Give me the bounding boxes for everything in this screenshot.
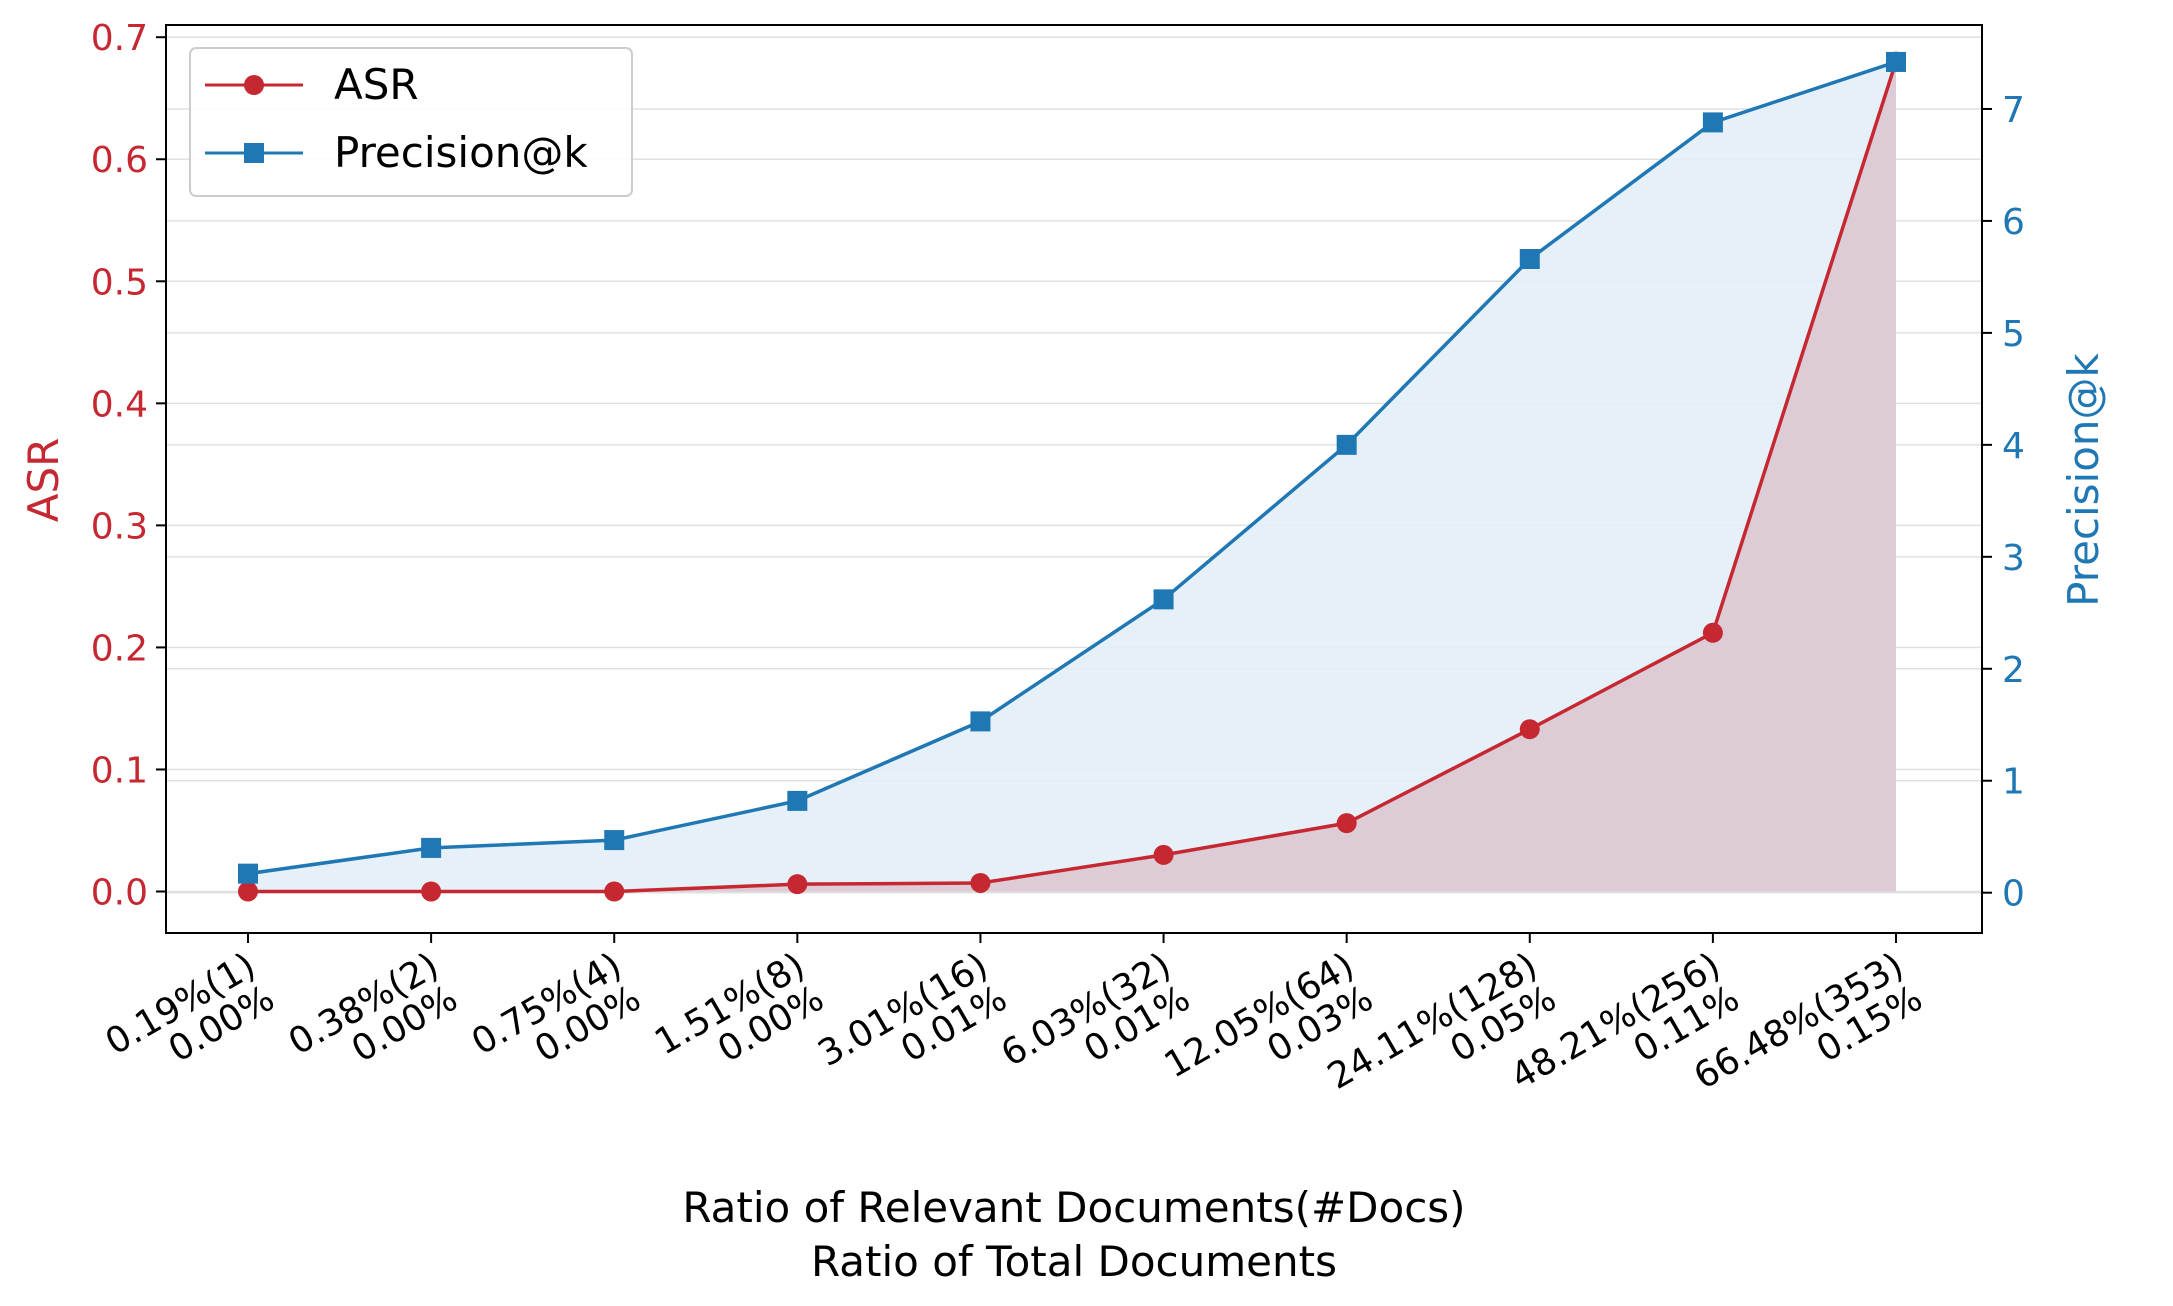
x-tick-label: 0.75%(4)0.00% [465,945,648,1096]
left-tick-label: 0.4 [91,384,148,425]
left-tick-label: 0.3 [91,506,148,547]
asr-point [1702,622,1723,643]
legend-precision-label: Precision@k [334,128,588,177]
y-axis-right-label: Precision@k [2059,352,2108,606]
left-y-axis: 0.0 0.1 0.2 0.3 0.4 0.5 0.6 0.7 [91,18,166,914]
left-tick-label: 0.1 [91,750,148,791]
right-tick-label: 7 [2002,90,2025,131]
legend-asr-label: ASR [334,60,419,109]
right-tick-label: 0 [2002,874,2025,915]
right-tick-label: 4 [2002,426,2025,467]
asr-point [970,872,991,893]
legend-asr-marker [244,75,264,95]
left-tick-label: 0.0 [91,873,148,914]
area-fills [248,61,1896,892]
precision-point [1519,248,1540,269]
asr-point [421,881,442,902]
precision-point [1886,51,1906,72]
left-tick-label: 0.6 [91,140,148,181]
asr-line [248,61,1898,894]
y-axis-left-label: ASR [19,438,68,523]
x-axis-label-line-2: Ratio of Total Documents [811,1237,1337,1286]
precision-point [604,830,625,851]
precision-point [238,863,258,884]
series-markers [238,51,1906,902]
right-tick-label: 3 [2002,538,2025,579]
asr-point [1519,719,1540,740]
precision-area [248,61,1896,892]
plot-frame [165,24,1983,934]
precision-point [970,711,991,732]
asr-point [1336,813,1357,834]
precision-point [1153,589,1174,610]
precision-point [1336,434,1357,455]
right-tick-label: 5 [2002,314,2025,355]
x-axis: 0.19%(1)0.00% 0.38%(2)0.00% 0.75%(4)0.00% 1… [99,933,1929,1130]
x-tick-label: 3.01%(16)0.01% [811,945,1013,1107]
x-tick-label: 0.19%(1)0.00% [99,945,282,1096]
right-tick-label: 2 [2002,650,2025,691]
asr-point [1153,844,1174,865]
legend-precision-marker [244,143,264,163]
x-tick-label: 24.11%(128)0.05% [1321,945,1563,1130]
right-y-axis: 0 1 2 3 4 5 6 7 [1982,90,2025,915]
left-tick-label: 0.2 [91,628,148,669]
legend: ASR Precision@k [189,47,633,197]
precision-point [787,790,808,811]
x-tick-label: 0.38%(2)0.00% [282,945,465,1096]
x-tick-label: 48.21%(256)0.11% [1504,945,1746,1130]
x-tick-label: 1.51%(8)0.00% [648,945,831,1096]
x-axis-label-line-1: Ratio of Relevant Documents(#Docs) [682,1183,1465,1232]
x-tick-label: 66.48%(353)0.15% [1687,945,1929,1130]
left-tick-label: 0.5 [91,262,148,303]
asr-point [604,881,625,902]
precision-line [247,60,1897,876]
x-tick-label: 6.03%(32)0.01% [995,945,1197,1107]
asr-point [787,874,808,895]
right-tick-label: 6 [2002,202,2025,243]
series-lines [247,60,1898,894]
precision-point [1702,112,1723,133]
precision-point [421,837,442,858]
asr-area [248,61,1896,892]
right-tick-label: 1 [2002,762,2025,803]
left-tick-label: 0.7 [91,18,148,59]
asr-point [238,881,258,902]
